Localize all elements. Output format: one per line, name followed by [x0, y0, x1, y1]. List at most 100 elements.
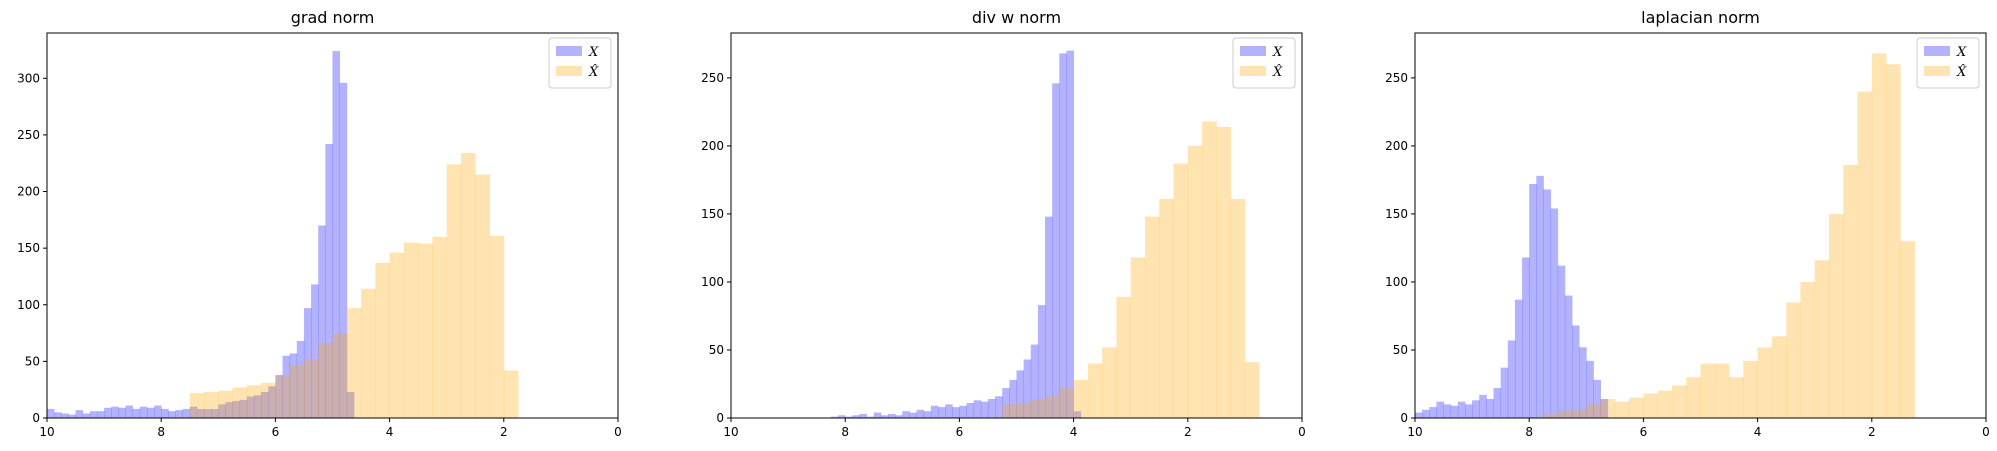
- grad-norm-bar: [346, 308, 362, 418]
- div-w-norm-bar: [880, 415, 889, 418]
- div-w-norm-x-tick-label: 2: [1184, 425, 1192, 439]
- grad-norm-bar: [232, 387, 248, 418]
- laplacian-norm-x-tick-label: 4: [1754, 425, 1762, 439]
- grad-norm-x-tick-label: 10: [39, 425, 54, 439]
- laplacian-norm-y-tick-label: 0: [1400, 411, 1408, 425]
- laplacian-norm-bar: [1586, 360, 1594, 418]
- grad-norm-bar: [318, 225, 326, 418]
- laplacian-norm-bar: [1729, 377, 1744, 418]
- laplacian-norm-bar: [1743, 360, 1758, 418]
- laplacian-norm-bar: [1614, 401, 1630, 418]
- div-w-norm-bar: [1130, 257, 1146, 418]
- grad-norm-series-x-hat: [189, 153, 519, 418]
- grad-norm-x-tick-label: 0: [614, 425, 622, 439]
- div-w-norm-bar: [909, 412, 917, 418]
- div-w-norm-bar: [1116, 296, 1132, 418]
- laplacian-norm-y-tick-label: 50: [1393, 343, 1408, 357]
- grad-norm-bar: [139, 406, 148, 418]
- div-w-norm-bar: [1216, 126, 1232, 418]
- div-w-norm-y-tick-label: 200: [701, 139, 724, 153]
- laplacian-norm-bar: [1486, 398, 1494, 418]
- laplacian-norm-bar: [1843, 164, 1858, 418]
- laplacian-norm-bar: [1479, 394, 1487, 418]
- grad-norm-y-tick-label: 200: [17, 185, 40, 199]
- laplacian-norm-bar: [1671, 385, 1687, 418]
- grad-norm-bar: [239, 399, 248, 418]
- div-w-norm-bar: [1002, 388, 1010, 418]
- div-w-norm-bar: [859, 413, 868, 418]
- grad-norm-axes-frame: [46, 32, 619, 419]
- laplacian-norm-legend-box: [1916, 37, 1980, 89]
- div-w-norm-y-tick-label: 100: [701, 275, 724, 289]
- laplacian-norm-bar: [1686, 377, 1701, 418]
- laplacian-norm-bar: [1557, 411, 1573, 418]
- div-w-norm-x-tick-label: 6: [956, 425, 964, 439]
- grad-norm-y-tick-label: 250: [17, 128, 40, 142]
- div-w-norm-bar: [1030, 344, 1039, 418]
- laplacian-norm-bar: [1800, 281, 1816, 418]
- grad-norm-bar: [54, 412, 62, 418]
- grad-norm-bar: [332, 333, 348, 418]
- grad-norm-y-tick-label: 0: [32, 411, 40, 425]
- div-w-norm-bar: [937, 407, 946, 418]
- laplacian-norm-y-tick-label: 100: [1385, 275, 1408, 289]
- laplacian-norm-bar: [1536, 175, 1544, 418]
- grad-norm-bar: [289, 353, 298, 418]
- grad-norm-legend-label: X̂: [588, 64, 599, 80]
- laplacian-norm-bar: [1857, 91, 1873, 418]
- grad-norm-x-tick-label: 4: [386, 425, 394, 439]
- div-w-norm-bar: [1244, 362, 1260, 418]
- div-w-norm-y-tick-label: 150: [701, 207, 724, 221]
- grad-norm-bar: [218, 390, 233, 418]
- laplacian-norm-x-tick-label: 2: [1868, 425, 1876, 439]
- grad-norm-bar: [132, 408, 141, 418]
- grad-norm-legend: X X̂: [548, 37, 612, 89]
- laplacian-norm-bar: [1550, 208, 1559, 418]
- grad-norm-bar: [475, 174, 490, 418]
- div-w-norm-bar: [923, 411, 932, 418]
- grad-norm-bar: [268, 386, 276, 418]
- div-w-norm-bar: [916, 409, 925, 418]
- grad-norm-bar: [303, 308, 312, 418]
- laplacian-norm-bar: [1600, 398, 1616, 418]
- div-w-norm-legend-label: X: [1272, 45, 1283, 60]
- div-w-norm-bar: [1202, 121, 1217, 419]
- laplacian-norm-bar: [1464, 404, 1473, 418]
- laplacian-norm-legend-swatch: [1924, 66, 1950, 76]
- div-w-norm-bar: [1009, 379, 1017, 418]
- grad-norm-bar: [89, 411, 98, 418]
- laplacian-norm-bar: [1557, 265, 1566, 418]
- div-w-norm-x-tick-label: 4: [1070, 425, 1078, 439]
- laplacian-norm-bar: [1579, 347, 1587, 418]
- laplacian-norm-bar: [1900, 241, 1916, 418]
- laplacian-norm-bar: [1700, 363, 1716, 418]
- laplacian-norm-bar: [1629, 397, 1644, 418]
- laplacian-norm-bar: [1429, 407, 1437, 418]
- grad-norm-bar: [261, 382, 276, 418]
- laplacian-norm-bar: [1443, 404, 1452, 418]
- grad-norm-bar: [154, 405, 162, 418]
- div-w-norm-bar: [966, 403, 975, 418]
- div-w-norm-legend-swatch: [1240, 46, 1266, 56]
- div-w-norm-legend: X X̂: [1232, 37, 1296, 89]
- grad-norm-bar: [332, 51, 341, 418]
- grad-norm-x-tick-label: 6: [272, 425, 280, 439]
- grad-norm-bar: [47, 408, 55, 418]
- laplacian-norm-bar: [1643, 393, 1659, 418]
- grad-norm-legend-label: X: [588, 45, 599, 60]
- laplacian-norm-axes-frame: [1414, 32, 1987, 419]
- laplacian-norm-bar: [1771, 336, 1787, 418]
- laplacian-norm-series-x-hat: [1543, 53, 1916, 419]
- grad-norm-bar: [253, 395, 262, 418]
- grad-norm-bar: [204, 391, 219, 418]
- grad-norm-bar: [175, 410, 184, 418]
- div-w-norm-bar: [1045, 396, 1060, 418]
- grad-norm-bar: [82, 413, 91, 418]
- grad-norm-bar: [104, 407, 112, 418]
- laplacian-norm-legend-label: X̂: [1956, 64, 1967, 80]
- div-w-norm-bar: [866, 416, 875, 418]
- grad-norm-bar: [125, 405, 134, 418]
- grad-norm-bar: [296, 341, 305, 418]
- grad-norm-bar: [339, 82, 348, 418]
